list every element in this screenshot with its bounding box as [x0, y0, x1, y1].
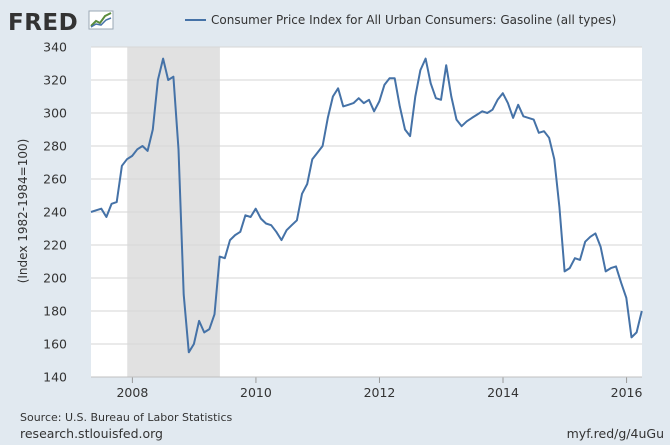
y-tick-label: 320 — [43, 73, 67, 88]
y-tick-label: 240 — [43, 205, 67, 220]
x-tick-label: 2014 — [487, 385, 519, 400]
x-tick-label: 2016 — [611, 385, 643, 400]
y-tick-label: 260 — [43, 172, 67, 187]
y-tick-label: 160 — [43, 337, 67, 352]
x-axis-tick-labels: 2008 2010 2012 2014 2016 — [91, 376, 643, 400]
site-link[interactable]: research.stlouisfed.org — [20, 426, 163, 441]
y-tick-label: 280 — [43, 139, 67, 154]
short-link[interactable]: myf.red/g/4uGu — [567, 426, 664, 441]
y-axis-tick-labels: 140 160 180 200 220 240 260 280 300 320 340 — [43, 40, 67, 385]
y-tick-label: 200 — [43, 271, 67, 286]
fred-logo[interactable]: FRED — [8, 10, 114, 36]
y-tick-label: 340 — [43, 40, 67, 55]
source-note: Source: U.S. Bureau of Labor Statistics — [20, 411, 233, 424]
x-tick-label: 2008 — [116, 385, 148, 400]
y-tick-label: 180 — [43, 304, 67, 319]
series-layer — [90, 57, 643, 354]
fred-logo-chart-icon — [88, 10, 114, 30]
y-tick-label: 300 — [43, 106, 67, 121]
fred-logo-text: FRED — [8, 10, 78, 36]
y-axis-title: (Index 1982-1984=100) — [16, 139, 30, 284]
y-tick-label: 140 — [43, 370, 67, 385]
y-tick-label: 220 — [43, 238, 67, 253]
legend: Consumer Price Index for All Urban Consu… — [185, 13, 616, 27]
x-tick-label: 2010 — [240, 385, 272, 400]
x-tick-label: 2012 — [364, 385, 396, 400]
series-line — [90, 57, 643, 354]
legend-label: Consumer Price Index for All Urban Consu… — [211, 13, 616, 27]
